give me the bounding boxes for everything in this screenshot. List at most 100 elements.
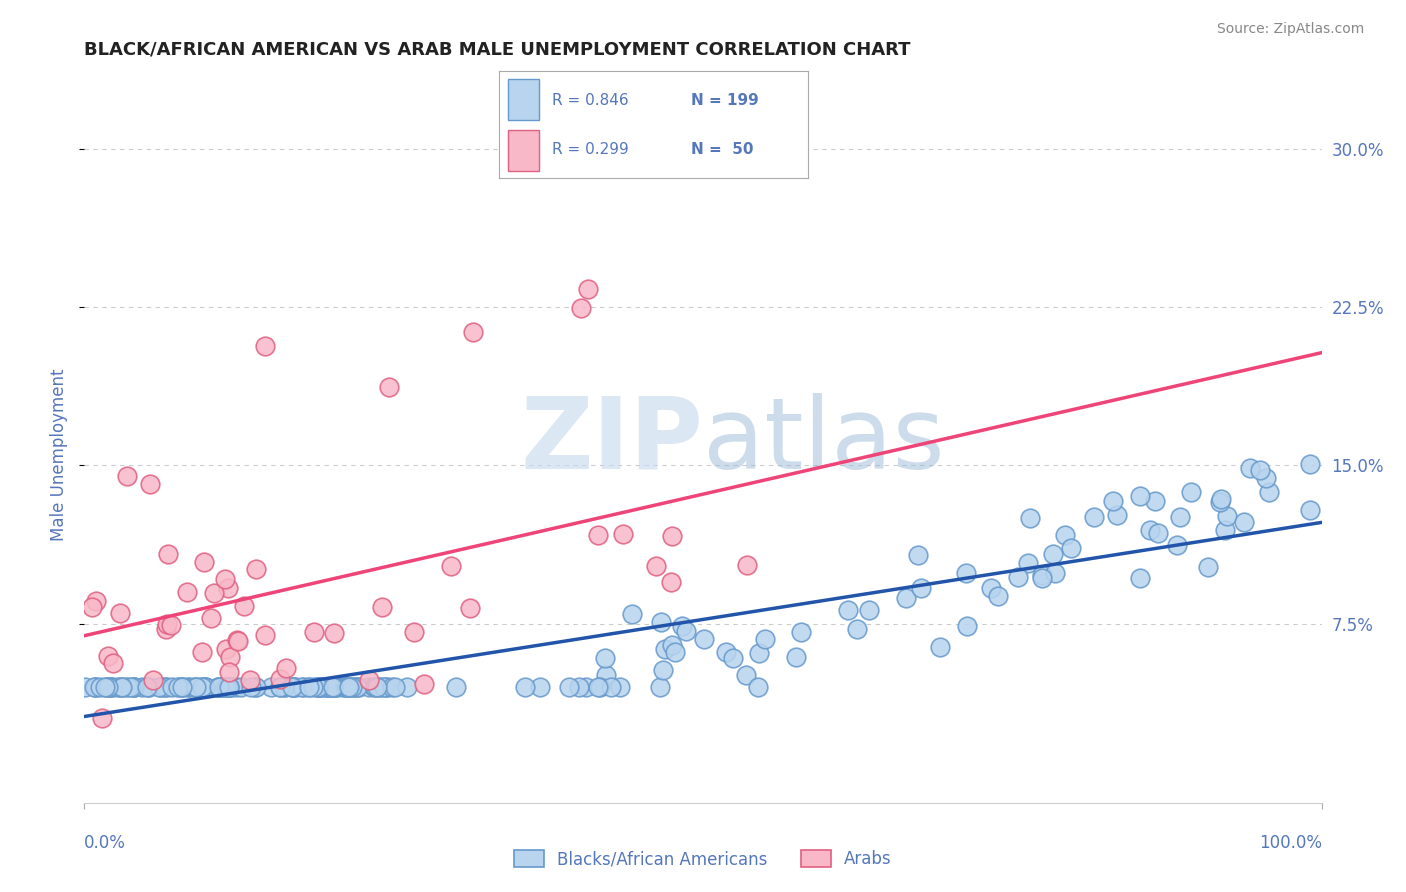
- Point: [308, 680, 330, 694]
- Point: [218, 665, 240, 680]
- Point: [149, 680, 172, 694]
- Point: [347, 680, 370, 694]
- Point: [845, 622, 868, 636]
- Point: [308, 680, 330, 694]
- Point: [1139, 523, 1161, 537]
- Point: [337, 680, 360, 694]
- Point: [1018, 510, 1040, 524]
- Point: [1233, 515, 1256, 529]
- Point: [208, 680, 231, 694]
- Point: [593, 650, 616, 665]
- Point: [177, 680, 200, 694]
- Point: [229, 680, 252, 694]
- Point: [586, 528, 609, 542]
- Point: [100, 680, 122, 694]
- Point: [371, 599, 394, 614]
- Point: [160, 617, 183, 632]
- Point: [332, 680, 354, 694]
- Point: [1166, 538, 1188, 552]
- Point: [215, 680, 238, 694]
- Point: [316, 680, 339, 694]
- Point: [156, 680, 179, 694]
- Point: [166, 680, 188, 694]
- Text: R = 0.846: R = 0.846: [551, 93, 628, 108]
- Point: [97, 680, 120, 694]
- Point: [1254, 471, 1277, 485]
- Point: [200, 611, 222, 625]
- Point: [321, 680, 343, 694]
- Point: [110, 680, 132, 694]
- Point: [440, 559, 463, 574]
- Point: [1216, 508, 1239, 523]
- Point: [557, 680, 579, 694]
- Point: [595, 667, 617, 681]
- Point: [858, 602, 880, 616]
- Point: [609, 680, 631, 694]
- Point: [568, 680, 591, 694]
- Point: [183, 680, 205, 694]
- Point: [661, 529, 683, 543]
- Point: [316, 680, 339, 694]
- Point: [907, 549, 929, 563]
- Point: [245, 562, 267, 576]
- Point: [1143, 493, 1166, 508]
- Point: [111, 680, 134, 694]
- Point: [1249, 463, 1271, 477]
- Point: [83, 680, 105, 694]
- Point: [671, 619, 693, 633]
- Point: [321, 680, 343, 694]
- Point: [75, 680, 97, 694]
- Point: [291, 680, 314, 694]
- Point: [318, 680, 340, 694]
- Text: 100.0%: 100.0%: [1258, 834, 1322, 852]
- Text: 0.0%: 0.0%: [84, 834, 127, 852]
- Point: [214, 572, 236, 586]
- Point: [325, 680, 347, 694]
- Point: [120, 680, 142, 694]
- Point: [404, 624, 426, 639]
- Point: [281, 680, 304, 694]
- Point: [292, 680, 315, 694]
- Point: [1129, 571, 1152, 585]
- Point: [211, 680, 233, 694]
- Point: [311, 680, 333, 694]
- Point: [98, 680, 121, 694]
- Point: [302, 680, 325, 694]
- Point: [987, 590, 1010, 604]
- Point: [1031, 571, 1053, 585]
- Point: [395, 680, 418, 694]
- Point: [305, 680, 328, 694]
- Point: [307, 680, 329, 694]
- Text: atlas: atlas: [703, 392, 945, 490]
- Point: [153, 680, 176, 694]
- Point: [1083, 509, 1105, 524]
- Point: [186, 680, 208, 694]
- Point: [188, 680, 211, 694]
- Y-axis label: Male Unemployment: Male Unemployment: [51, 368, 69, 541]
- Point: [273, 680, 295, 694]
- Point: [274, 661, 297, 675]
- Point: [114, 680, 136, 694]
- Point: [138, 680, 160, 694]
- Point: [1211, 491, 1233, 506]
- Point: [283, 680, 305, 694]
- Point: [1043, 566, 1066, 580]
- Point: [110, 680, 132, 694]
- Point: [194, 680, 217, 694]
- Point: [363, 680, 385, 694]
- Point: [1042, 547, 1064, 561]
- Point: [894, 591, 917, 605]
- Point: [336, 680, 359, 694]
- Point: [955, 566, 977, 581]
- Point: [207, 680, 229, 694]
- Bar: [509, 130, 540, 171]
- Point: [333, 680, 356, 694]
- Point: [217, 680, 239, 694]
- Point: [1129, 489, 1152, 503]
- Point: [243, 680, 266, 694]
- Point: [239, 673, 262, 688]
- Point: [219, 680, 242, 694]
- Point: [654, 642, 676, 657]
- Point: [367, 680, 389, 694]
- Point: [191, 680, 214, 694]
